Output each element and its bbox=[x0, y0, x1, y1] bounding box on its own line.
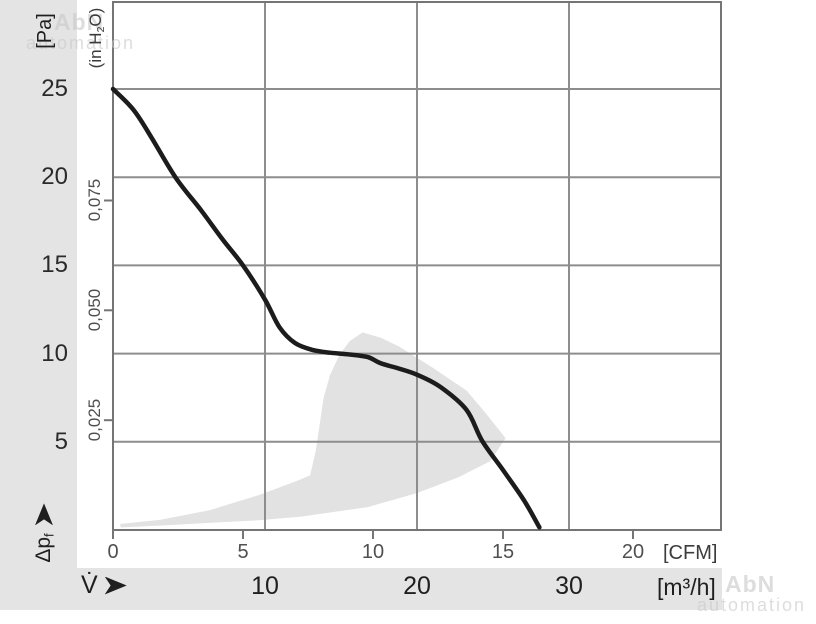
cfm-tick-label: 10 bbox=[361, 541, 385, 563]
plot-area bbox=[113, 2, 721, 530]
flow-axis-quantity: V̇ bbox=[81, 571, 127, 600]
inh2o-tick-label: 0,025 bbox=[85, 398, 104, 442]
pa-unit-label: [Pa] bbox=[34, 13, 56, 49]
m3h-tick-label: 10 bbox=[251, 572, 279, 600]
pa-tick-label: 10 bbox=[41, 340, 68, 367]
delta-p-main: Δp bbox=[31, 536, 55, 563]
cfm-tick-label: 5 bbox=[237, 541, 249, 563]
cfm-tick-label: 15 bbox=[491, 541, 515, 563]
operating-region bbox=[120, 332, 506, 528]
delta-p-label: Δpf bbox=[32, 533, 57, 562]
cfm-tick-label: 0 bbox=[107, 541, 119, 563]
inh2o-unit-sub: 2 bbox=[94, 26, 107, 33]
pa-tick-label: 25 bbox=[41, 75, 68, 102]
inh2o-unit-label: (in H2O) bbox=[86, 0, 107, 83]
left-axis-band bbox=[0, 0, 77, 610]
plot-frame bbox=[112, 1, 722, 531]
m3h-tick-label: 30 bbox=[555, 572, 583, 600]
pressure-airflow-curve bbox=[110, 86, 542, 530]
m3h-tick-label: 20 bbox=[403, 572, 431, 600]
pa-tick-label: 20 bbox=[41, 163, 68, 190]
cfm-unit-label: [CFM] bbox=[663, 542, 718, 564]
inh2o-tick-label: 0,075 bbox=[85, 178, 104, 222]
up-arrow-icon bbox=[35, 503, 53, 525]
bottom-axis-band bbox=[77, 568, 722, 610]
right-arrow-icon bbox=[104, 576, 127, 595]
inh2o-tick-label: 0,050 bbox=[85, 288, 104, 332]
cfm-tick-label: 20 bbox=[621, 541, 645, 563]
vdot-label: V̇ bbox=[81, 571, 98, 599]
delta-p-sub: f bbox=[41, 533, 57, 537]
inh2o-unit-post: O) bbox=[86, 7, 105, 27]
m3h-unit-label: [m³/h] bbox=[657, 574, 716, 600]
pressure-axis-quantity: Δpf bbox=[32, 495, 57, 571]
pa-tick-label: 5 bbox=[54, 428, 68, 455]
pa-tick-label: 15 bbox=[41, 251, 68, 278]
inh2o-unit-pre: (in H bbox=[86, 32, 105, 69]
